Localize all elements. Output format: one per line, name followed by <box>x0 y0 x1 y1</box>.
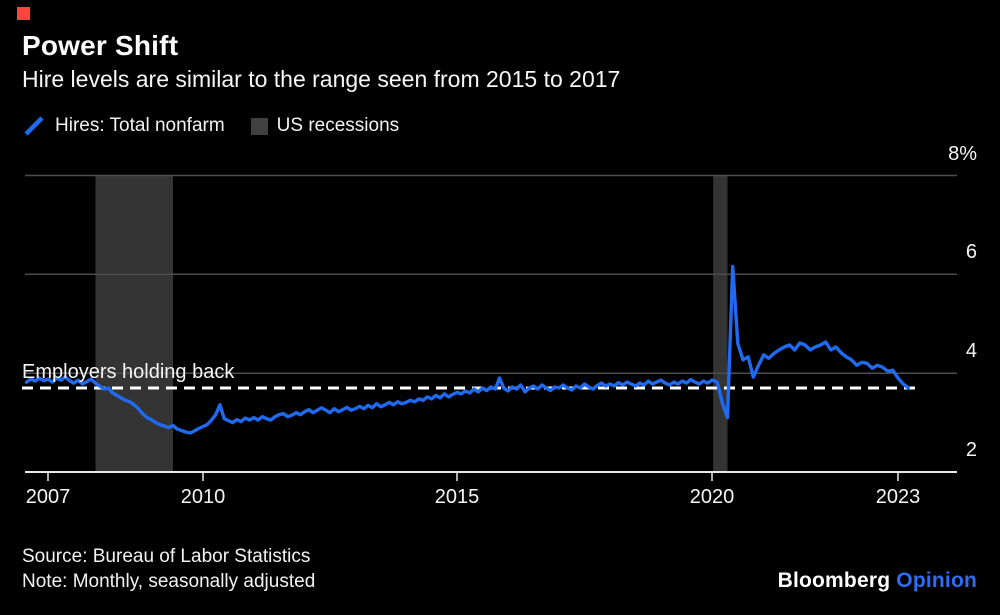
chart-title: Power Shift <box>22 30 179 61</box>
brand-opinion: Opinion <box>896 569 977 592</box>
bloomberg-opinion-logo: Bloomberg Opinion <box>778 569 977 593</box>
x-axis-label: 2020 <box>689 486 735 508</box>
x-axis-labels: 2007 2010 2015 2020 2023 <box>0 486 1000 512</box>
x-axis-label: 2023 <box>875 486 921 508</box>
reference-line-label: Employers holding back <box>22 360 235 383</box>
y-axis-label: 6 <box>965 241 977 264</box>
brand-bloomberg: Bloomberg <box>777 569 891 592</box>
x-axis-label: 2010 <box>180 486 226 508</box>
y-axis-label: 8% <box>948 142 977 165</box>
recession-swatch-icon <box>250 117 268 135</box>
hires-line <box>24 264 910 435</box>
recession-band <box>713 176 728 472</box>
x-axis-label: 2007 <box>25 486 71 508</box>
legend: Hires: Total nonfarm US recessions <box>22 114 399 138</box>
y-axis-label: 4 <box>965 340 977 363</box>
chart-subtitle: Hire levels are similar to the range see… <box>22 66 621 92</box>
legend-item-recessions: US recessions <box>250 115 400 137</box>
legend-label-hires: Hires: Total nonfarm <box>55 115 225 136</box>
x-axis-label: 2015 <box>434 486 480 508</box>
y-axis-label: 2 <box>965 439 977 461</box>
legend-item-hires: Hires: Total nonfarm <box>22 114 225 138</box>
legend-label-recessions: US recessions <box>276 115 400 136</box>
recession-band <box>95 176 173 472</box>
source-text: Source: Bureau of Labor Statistics <box>22 546 311 567</box>
line-series-icon <box>24 116 44 136</box>
note-text: Note: Monthly, seasonally adjusted <box>22 571 316 592</box>
bloomberg-red-square-icon <box>17 7 30 20</box>
